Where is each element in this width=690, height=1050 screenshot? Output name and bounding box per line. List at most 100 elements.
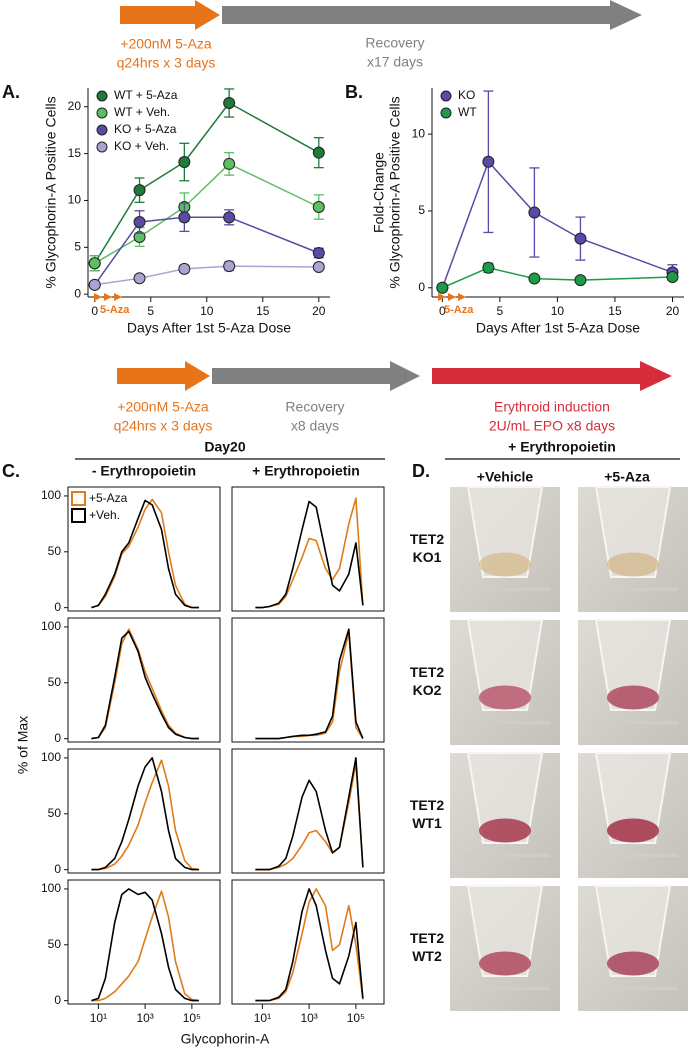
- tube-liquid: [607, 685, 659, 710]
- row-label: TET2: [410, 531, 444, 547]
- legend-marker: [96, 107, 108, 119]
- plot-frame: [231, 748, 385, 874]
- series-line: [94, 216, 320, 286]
- data-point: [133, 216, 146, 229]
- series-line: [255, 628, 364, 740]
- row-label: KO2: [413, 682, 442, 698]
- x-tick-label: 10⁵: [347, 1011, 365, 1025]
- series-line: [255, 888, 364, 1002]
- data-point: [88, 257, 101, 270]
- panel-label: A.: [2, 82, 20, 102]
- dose-marker: [114, 293, 122, 301]
- series-line: [91, 757, 199, 871]
- y-axis-label: % of Max: [15, 716, 31, 774]
- legend-label: +5-Aza: [89, 491, 128, 505]
- column-header: +Vehicle: [477, 469, 534, 485]
- series-line: [441, 161, 673, 289]
- tube: [594, 486, 672, 578]
- x-tick-label: 15: [608, 304, 622, 318]
- data-point: [312, 246, 325, 259]
- y-axis-label: Fold-Change: [371, 152, 387, 233]
- dose-marker: [448, 293, 456, 301]
- tube: [466, 486, 544, 578]
- tube: [594, 619, 672, 711]
- y-tick-label: 0: [54, 862, 61, 876]
- tube-liquid: [479, 552, 531, 577]
- series-line: [94, 265, 319, 286]
- series-line: [255, 888, 364, 1002]
- series-line: [91, 499, 199, 609]
- series-line: [91, 628, 199, 740]
- legend-label: KO + Veh.: [114, 139, 169, 153]
- data-point: [178, 262, 191, 275]
- data-point: [436, 281, 449, 294]
- treatment-arrow: [120, 0, 220, 30]
- y-tick-label: 5: [74, 239, 81, 253]
- panel-title: + Erythropoietin: [508, 439, 616, 455]
- y-tick-label: 100: [41, 881, 61, 895]
- x-tick-label: 10⁵: [183, 1011, 201, 1025]
- x-tick-label: 10³: [136, 1011, 153, 1025]
- tube-liquid: [479, 818, 531, 843]
- data-point: [223, 157, 236, 170]
- tube: [594, 752, 672, 844]
- tube-liquid: [607, 552, 659, 577]
- x-tick-label: 10³: [300, 1011, 317, 1025]
- timeline-text: q24hrs x 3 days: [117, 55, 216, 71]
- data-point: [178, 211, 191, 224]
- dose-marker: [458, 293, 466, 301]
- x-tick-label: 0: [439, 304, 446, 318]
- recovery-arrow: [212, 361, 420, 391]
- timeline-text: x8 days: [291, 418, 339, 434]
- data-point: [223, 96, 236, 109]
- y-tick-label: 10: [412, 126, 426, 140]
- panel-label: C.: [2, 461, 20, 481]
- x-tick-label: 15: [256, 304, 270, 318]
- legend-marker: [96, 124, 108, 136]
- series-line: [255, 500, 364, 609]
- y-tick-label: 50: [48, 675, 62, 689]
- panel-label: D.: [412, 461, 430, 481]
- x-tick-label: 10: [551, 304, 565, 318]
- legend-marker: [96, 141, 108, 153]
- y-tick-label: 15: [68, 146, 82, 160]
- panel-label: B.: [345, 82, 363, 102]
- timeline-text: x17 days: [367, 54, 423, 70]
- y-tick-label: 50: [48, 544, 62, 558]
- data-point: [482, 261, 495, 274]
- series-line: [91, 888, 199, 1002]
- y-tick-label: 0: [54, 731, 61, 745]
- plot-frame: [67, 617, 221, 743]
- series-line: [94, 163, 320, 264]
- x-tick-label: 0: [91, 304, 98, 318]
- timeline-text: Recovery: [285, 399, 344, 415]
- column-header: + Erythropoietin: [252, 463, 360, 479]
- column-header: - Erythropoietin: [92, 463, 196, 479]
- x-axis-label: Glycophorin-A: [181, 1031, 270, 1047]
- row-label: TET2: [410, 930, 444, 946]
- y-tick-label: 20: [68, 99, 82, 113]
- tube: [594, 885, 672, 977]
- y-axis-label: % Glycophorin-A Positive Cells: [387, 96, 403, 288]
- y-tick-label: 100: [41, 619, 61, 633]
- tube-liquid: [607, 818, 659, 843]
- data-point: [312, 201, 325, 214]
- data-point: [312, 146, 325, 159]
- tube-liquid: [479, 685, 531, 710]
- row-label: KO1: [413, 549, 442, 565]
- x-axis-label: Days After 1st 5-Aza Dose: [127, 320, 291, 336]
- legend-marker: [440, 90, 452, 102]
- timeline-text: Recovery: [365, 35, 424, 51]
- timeline-text: +200nM 5-Aza: [117, 399, 209, 415]
- data-point: [133, 184, 146, 197]
- row-label: WT2: [412, 948, 442, 964]
- series-line: [442, 267, 673, 289]
- tube: [466, 752, 544, 844]
- legend-label: KO: [458, 88, 475, 102]
- row-label: TET2: [410, 797, 444, 813]
- y-tick-label: 50: [48, 806, 62, 820]
- series-line: [255, 757, 364, 871]
- annotation: 5-Aza: [444, 304, 474, 316]
- y-axis-label: % Glycophorin-A Positive Cells: [43, 96, 59, 288]
- data-point: [88, 278, 101, 291]
